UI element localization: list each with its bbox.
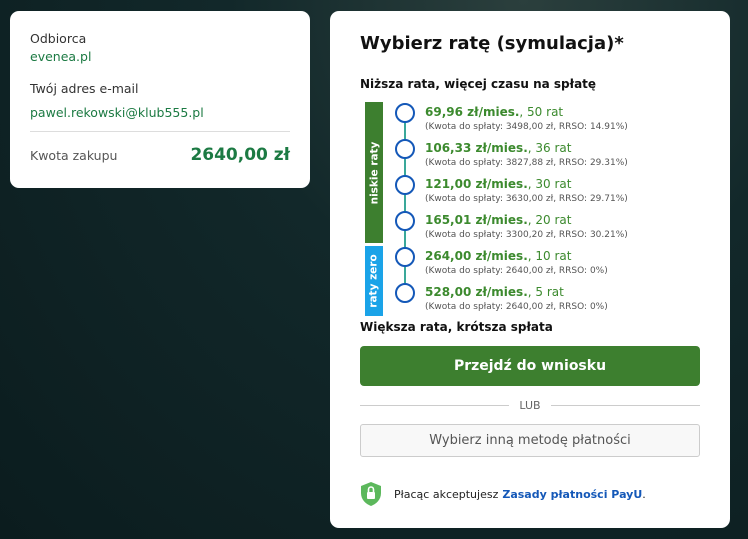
other-payment-button[interactable]: Wybierz inną metodę płatności [360, 424, 700, 457]
option-details: (Kwota do spłaty: 3498,00 zł, RRSO: 14.9… [425, 122, 628, 132]
option-count: , 50 rat [519, 105, 564, 119]
option-details: (Kwota do spłaty: 3630,00 zł, RRSO: 29.7… [425, 194, 628, 204]
option-details: (Kwota do spłaty: 3827,88 zł, RRSO: 29.3… [425, 158, 628, 168]
email-label: Twój adres e-mail [30, 81, 139, 96]
option-rate-line: 264,00 zł/mies., 10 rat [425, 249, 608, 263]
option-rate-line: 121,00 zł/mies., 30 rat [425, 177, 628, 191]
group-zero-label: raty zero [368, 254, 381, 308]
option-details: (Kwota do spłaty: 3300,20 zł, RRSO: 30.2… [425, 230, 628, 240]
email-value: pawel.rekowski@klub555.pl [30, 105, 204, 120]
radio-circle[interactable] [395, 283, 415, 303]
option-count: , 10 rat [527, 249, 572, 263]
recipient-label: Odbiorca [30, 31, 87, 46]
option-count: , 5 rat [527, 285, 564, 299]
radio-circle[interactable] [395, 175, 415, 195]
timeline-line [404, 112, 406, 292]
payu-terms-link[interactable]: Zasady płatności PayU [502, 487, 643, 501]
or-separator: LUB [360, 399, 700, 412]
group-low-bar: niskie raty [365, 102, 383, 243]
option-rate: 165,01 zł/mies. [425, 213, 528, 227]
radio-circle[interactable] [395, 211, 415, 231]
terms-footer: Płacąc akceptujesz Zasady płatności PayU… [360, 481, 646, 507]
option-rate-line: 69,96 zł/mies., 50 rat [425, 105, 628, 119]
option-count: , 30 rat [527, 177, 572, 191]
group-zero-bar: raty zero [365, 246, 383, 316]
option-rate: 106,33 zł/mies. [425, 141, 528, 155]
divider [30, 131, 290, 132]
option-rate: 528,00 zł/mies. [425, 285, 528, 299]
shield-lock-icon [361, 482, 381, 506]
proceed-button[interactable]: Przejdź do wniosku [360, 346, 700, 386]
terms-end: . [642, 487, 646, 501]
option-details: (Kwota do spłaty: 2640,00 zł, RRSO: 0%) [425, 266, 608, 276]
option-rate-line: 528,00 zł/mies., 5 rat [425, 285, 608, 299]
option-rate-line: 106,33 zł/mies., 36 rat [425, 141, 628, 155]
purchase-row: Kwota zakupu 2640,00 zł [30, 145, 290, 165]
radio-circle[interactable] [395, 247, 415, 267]
summary-card: Odbiorca evenea.pl Twój adres e-mail paw… [10, 11, 310, 188]
installment-panel: Wybierz ratę (symulacja)* Niższa rata, w… [330, 11, 730, 528]
option-rate: 121,00 zł/mies. [425, 177, 528, 191]
purchase-amount: 2640,00 zł [190, 145, 290, 165]
bottom-hint: Większa rata, krótsza spłata [360, 320, 553, 334]
radio-circle[interactable] [395, 103, 415, 123]
top-hint: Niższa rata, więcej czasu na spłatę [360, 77, 597, 91]
terms-text: Płacąc akceptujesz [394, 487, 499, 501]
option-rate: 264,00 zł/mies. [425, 249, 528, 263]
option-rate: 69,96 zł/mies. [425, 105, 520, 119]
option-count: , 20 rat [527, 213, 572, 227]
option-count: , 36 rat [527, 141, 572, 155]
group-low-label: niskie raty [368, 141, 380, 204]
recipient-value: evenea.pl [30, 49, 92, 64]
purchase-label: Kwota zakupu [30, 147, 118, 163]
or-label: LUB [519, 399, 541, 412]
option-rate-line: 165,01 zł/mies., 20 rat [425, 213, 628, 227]
radio-circle[interactable] [395, 139, 415, 159]
panel-title: Wybierz ratę (symulacja)* [360, 33, 624, 54]
option-details: (Kwota do spłaty: 2640,00 zł, RRSO: 0%) [425, 302, 608, 312]
